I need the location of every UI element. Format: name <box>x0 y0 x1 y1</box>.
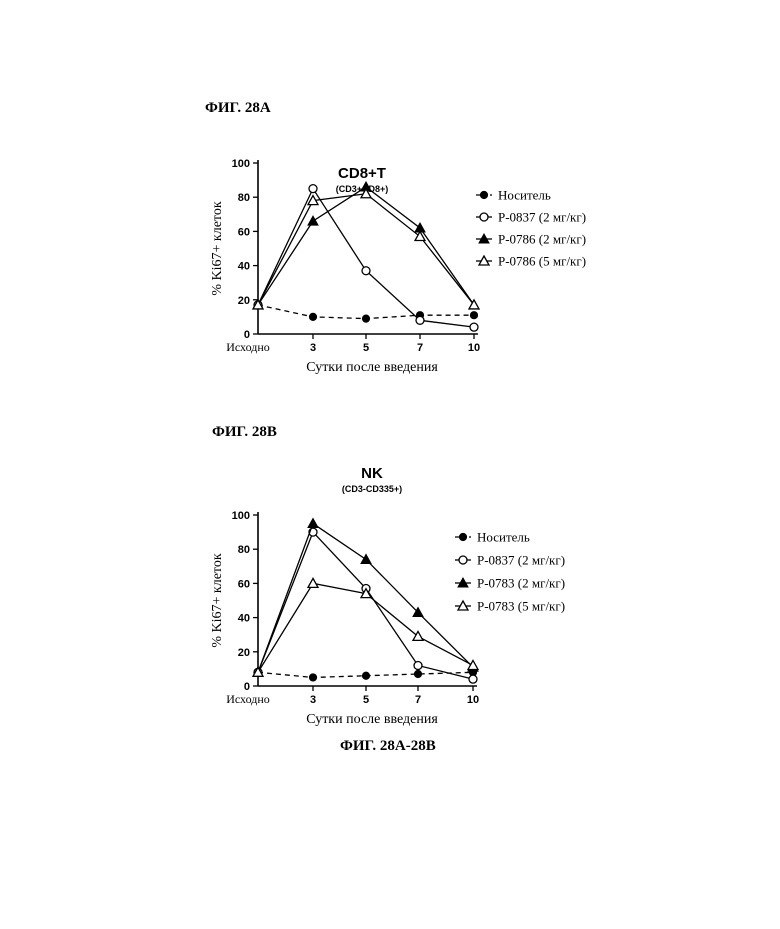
x-tick-label: 10 <box>468 342 480 354</box>
data-point <box>362 672 369 679</box>
x-tick-label: 7 <box>417 342 423 354</box>
data-point <box>468 660 478 669</box>
legend-marker <box>480 213 488 221</box>
x-tick-label: Исходно <box>226 692 270 706</box>
data-point <box>416 316 424 324</box>
figure-caption: ФИГ. 28А-28В <box>340 738 436 755</box>
legend-marker <box>459 556 467 564</box>
y-tick-label: 20 <box>238 295 250 307</box>
y-tick-label: 40 <box>238 613 250 625</box>
data-point <box>308 519 318 528</box>
x-tick-label: 7 <box>415 694 421 706</box>
legend-label: Носитель <box>498 188 551 203</box>
y-axis-label: % Ki67+ клеток <box>210 553 225 647</box>
data-point <box>309 674 316 681</box>
x-tick-label: Исходно <box>226 340 270 354</box>
data-point <box>470 323 478 331</box>
y-axis-label: % Ki67+ клеток <box>210 201 225 295</box>
x-tick-label: 5 <box>363 342 369 354</box>
y-tick-label: 100 <box>232 510 250 522</box>
y-tick-label: 20 <box>238 647 250 659</box>
y-tick-label: 80 <box>238 192 250 204</box>
chart-figure-a: CD8+T(CD3+CD8+)020406080100Исходно35710С… <box>0 150 780 470</box>
series-line <box>258 194 474 305</box>
x-axis-label: Сутки после введения <box>306 712 438 727</box>
data-point <box>362 267 370 275</box>
legend-label: Носитель <box>477 530 530 545</box>
legend-label: Р-0783 (5 мг/кг) <box>477 599 565 614</box>
data-point <box>361 554 371 563</box>
legend-label: Р-0837 (2 мг/кг) <box>498 210 586 225</box>
data-point <box>469 675 477 683</box>
y-tick-label: 100 <box>232 158 250 170</box>
legend-label: Р-0783 (2 мг/кг) <box>477 576 565 591</box>
data-point <box>414 670 421 677</box>
chart-subtitle: (CD3-CD335+) <box>342 484 402 494</box>
chart-title: CD8+T <box>338 165 386 182</box>
x-tick-label: 3 <box>310 694 316 706</box>
x-tick-label: 5 <box>363 694 369 706</box>
data-point <box>309 185 317 193</box>
legend-label: Р-0786 (5 мг/кг) <box>498 254 586 269</box>
x-tick-label: 10 <box>467 694 479 706</box>
data-point <box>362 315 369 322</box>
legend-marker <box>480 191 487 198</box>
legend-marker <box>459 533 466 540</box>
y-tick-label: 60 <box>238 226 250 238</box>
chart-nk: NK(CD3-CD335+)020406080100Исходно35710Су… <box>0 462 780 762</box>
data-point <box>309 313 316 320</box>
data-point <box>308 578 318 587</box>
y-tick-label: 40 <box>238 261 250 273</box>
figure-label-a: ФИГ. 28А <box>205 100 271 117</box>
y-tick-label: 60 <box>238 578 250 590</box>
series-line <box>258 187 474 305</box>
y-tick-label: 80 <box>238 544 250 556</box>
chart-cd8t: CD8+T(CD3+CD8+)020406080100Исходно35710С… <box>0 150 780 470</box>
x-axis-label: Сутки после введения <box>306 360 438 375</box>
data-point <box>308 216 318 225</box>
data-point <box>470 312 477 319</box>
chart-title: NK <box>361 465 383 482</box>
series-line <box>258 532 473 679</box>
chart-figure-b: NK(CD3-CD335+)020406080100Исходно35710Су… <box>0 462 780 782</box>
figure-label-b: ФИГ. 28В <box>212 424 277 441</box>
x-tick-label: 3 <box>310 342 316 354</box>
legend-label: Р-0786 (2 мг/кг) <box>498 232 586 247</box>
data-point <box>414 661 422 669</box>
legend-label: Р-0837 (2 мг/кг) <box>477 553 565 568</box>
